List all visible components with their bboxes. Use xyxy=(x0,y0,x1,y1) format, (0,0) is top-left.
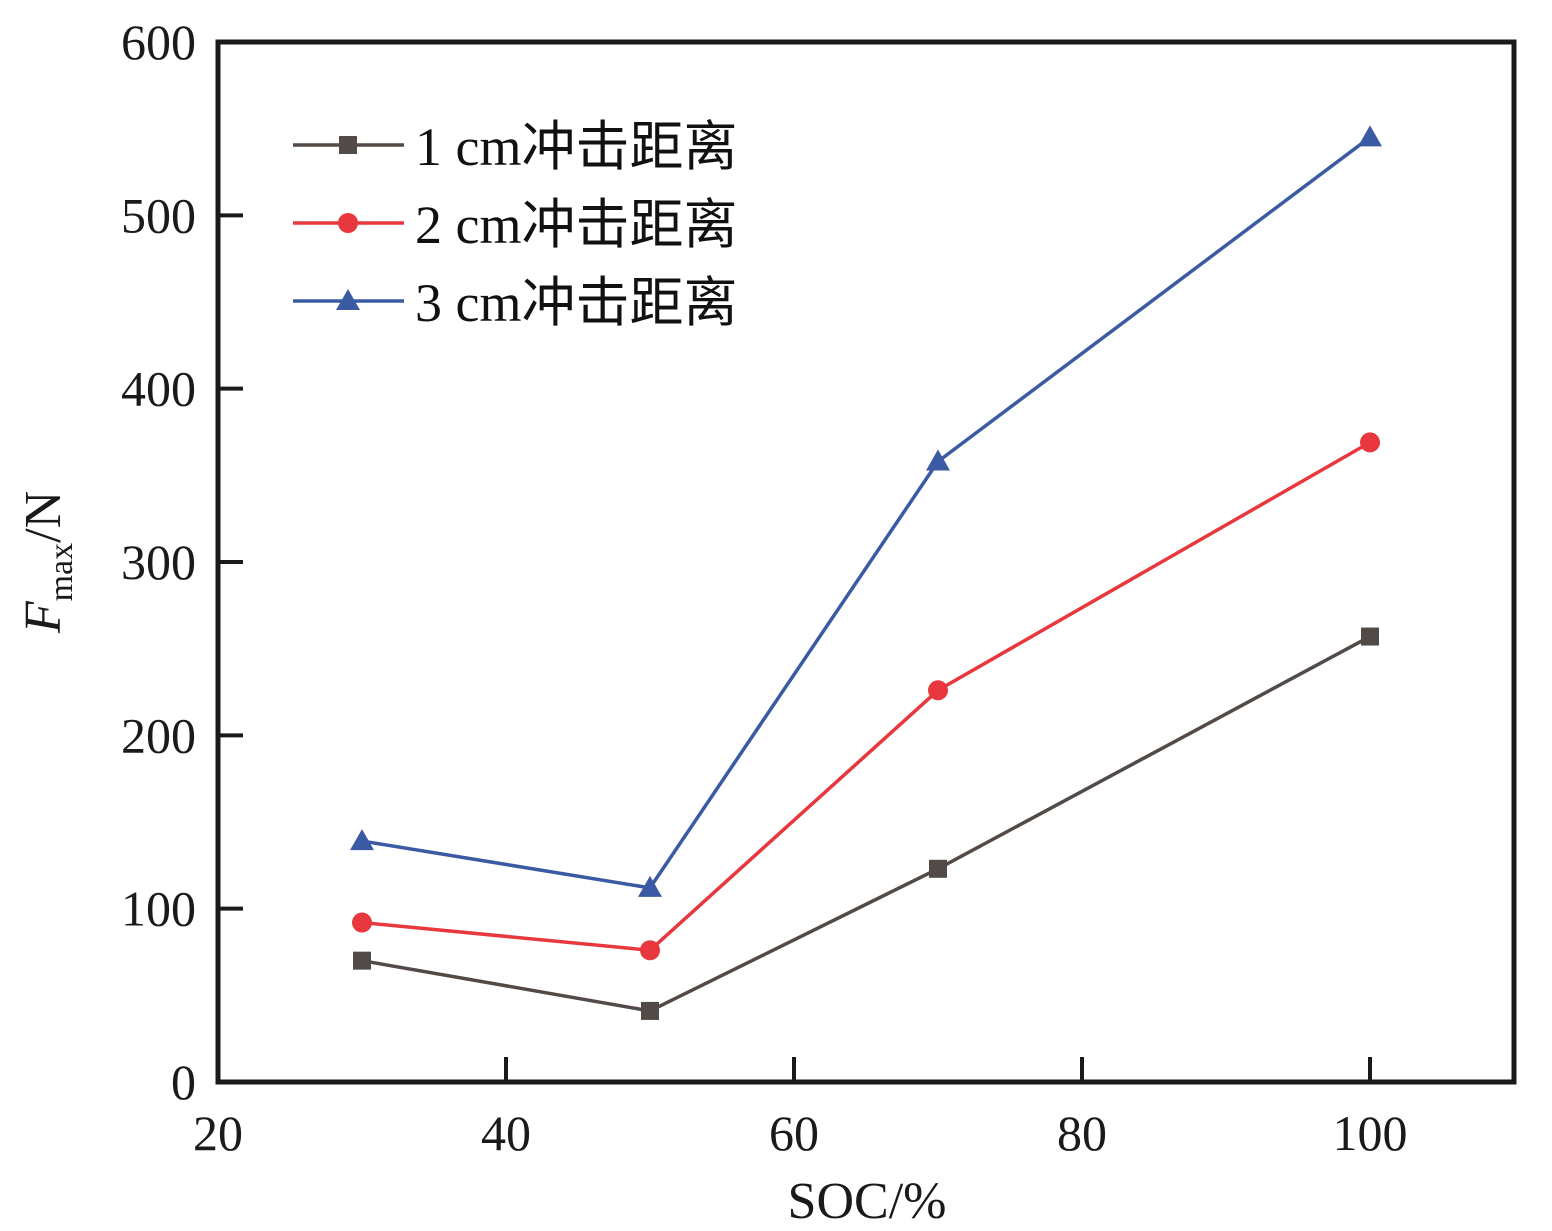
series-line xyxy=(361,135,1372,890)
y-tick-label: 200 xyxy=(121,707,196,763)
legend-item: 1 cm冲击距离 xyxy=(293,117,737,177)
x-tick-label: 40 xyxy=(481,1105,531,1161)
x-tick-label: 100 xyxy=(1333,1105,1408,1161)
data-point xyxy=(1360,432,1380,453)
data-point xyxy=(641,1001,659,1020)
y-tick-label: 500 xyxy=(121,187,196,243)
data-point xyxy=(353,951,371,970)
legend-marker-triangle-icon xyxy=(336,289,360,310)
x-tick-label: 60 xyxy=(769,1105,819,1161)
legend-label: 2 cm冲击距离 xyxy=(415,195,737,255)
y-tick-label: 400 xyxy=(121,361,196,417)
x-tick-label: 80 xyxy=(1057,1105,1107,1161)
legend-marker-circle-icon xyxy=(338,213,358,233)
series-layer xyxy=(350,125,1382,1020)
y-tick-label: 0 xyxy=(171,1054,196,1110)
series-line xyxy=(361,634,1371,1013)
y-tick-label: 600 xyxy=(121,14,196,70)
data-point xyxy=(638,875,662,897)
data-point xyxy=(350,829,374,851)
x-axis-title: SOC/% xyxy=(788,1173,947,1230)
data-point xyxy=(926,449,950,471)
legend-item: 2 cm冲击距离 xyxy=(293,195,737,255)
y-tick-label: 300 xyxy=(121,534,196,590)
legend: 1 cm冲击距离 2 cm冲击距离 3 cm冲击距离 xyxy=(293,117,737,333)
y-axis-title-main: F xyxy=(15,600,72,634)
legend-marker-square-icon xyxy=(339,136,357,154)
x-tick-label: 20 xyxy=(193,1105,243,1161)
data-point xyxy=(352,912,372,933)
y-tick-label: 100 xyxy=(121,881,196,937)
ticks-layer: 20 40 60 80 100 0 100 200 300 400 500 600 xyxy=(121,14,1408,1161)
series-line xyxy=(361,440,1371,953)
legend-label: 1 cm冲击距离 xyxy=(415,117,737,177)
y-axis-title: Fmax/N xyxy=(15,491,80,634)
series-2 xyxy=(352,432,1380,961)
legend-item: 3 cm冲击距离 xyxy=(293,273,737,333)
series-3 xyxy=(350,125,1382,897)
data-point xyxy=(1361,627,1379,646)
y-axis-title-suffix: /N xyxy=(15,491,72,543)
data-point xyxy=(1358,125,1382,147)
data-point xyxy=(929,859,947,878)
data-point xyxy=(928,680,948,701)
legend-label: 3 cm冲击距离 xyxy=(415,273,737,333)
data-point xyxy=(640,940,660,961)
y-axis-title-subscript: max xyxy=(43,543,80,602)
series-1 xyxy=(353,627,1379,1020)
